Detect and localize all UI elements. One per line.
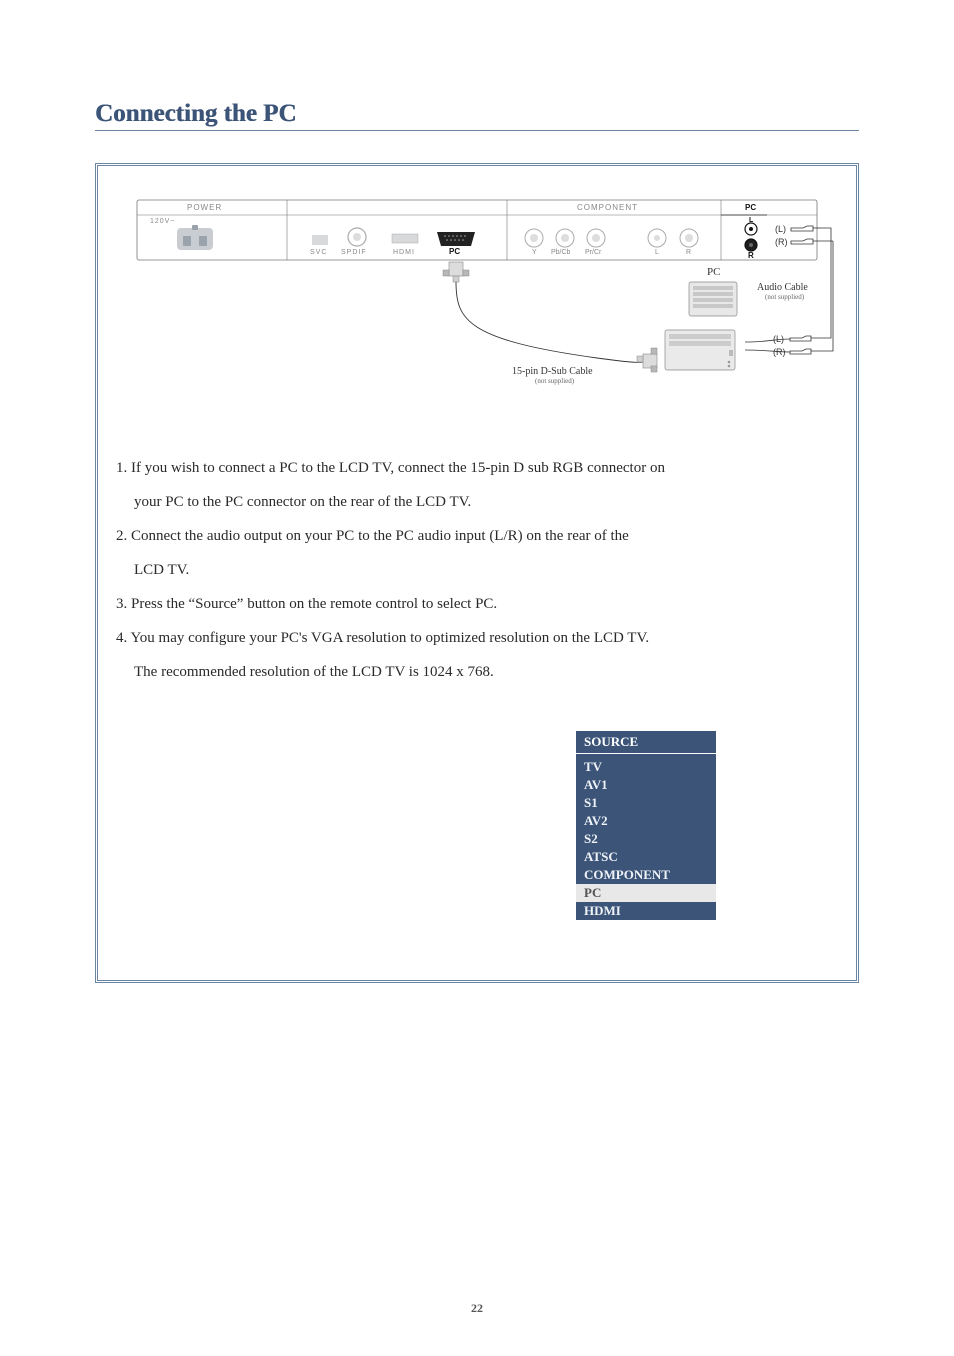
instruction-2b: LCD TV. — [116, 555, 838, 585]
instruction-4a: 4. You may configure your PC's VGA resol… — [116, 623, 838, 653]
source-item-s1: S1 — [576, 794, 716, 812]
voltage-label: 120V~ — [150, 218, 175, 225]
instructions-block: 1. If you wish to connect a PC to the LC… — [116, 453, 838, 687]
instruction-1a: 1. If you wish to connect a PC to the LC… — [116, 453, 838, 483]
instruction-2a: 2. Connect the audio output on your PC t… — [116, 521, 838, 551]
connection-diagram: POWER 120V~ SVC SPDIF HDMI PC COMPONENT … — [116, 190, 838, 420]
pc-audio-r: R — [748, 251, 754, 260]
y-label: Y — [532, 249, 537, 256]
instruction-4b: The recommended resolution of the LCD TV… — [116, 657, 838, 687]
source-menu: SOURCE TV AV1 S1 AV2 S2 ATSC COMPONENT P… — [576, 731, 716, 920]
pc-port-label: PC — [449, 247, 460, 256]
power-label: POWER — [187, 203, 222, 212]
dsub-cable-sub: (not supplied) — [535, 377, 575, 385]
source-menu-header: SOURCE — [576, 731, 716, 754]
comp-r-label: R — [686, 249, 691, 256]
content-frame: POWER 120V~ SVC SPDIF HDMI PC COMPONENT … — [95, 163, 859, 983]
spdif-label: SPDIF — [341, 249, 367, 256]
source-item-tv: TV — [576, 758, 716, 776]
svc-label: SVC — [310, 249, 327, 256]
audio-cable-label: Audio Cable — [757, 282, 808, 293]
page-number: 22 — [0, 1301, 954, 1316]
source-item-av2: AV2 — [576, 812, 716, 830]
comp-l-label: L — [655, 249, 659, 256]
dsub-cable-label: 15-pin D-Sub Cable — [512, 366, 593, 377]
source-item-av1: AV1 — [576, 776, 716, 794]
source-item-atsc: ATSC — [576, 848, 716, 866]
page-heading: Connecting the PC — [95, 100, 859, 128]
source-item-pc-selected: PC — [576, 884, 716, 902]
instruction-3: 3. Press the “Source” button on the remo… — [116, 589, 838, 619]
audio-cable-sub: (not supplied) — [765, 293, 805, 301]
instruction-1b: your PC to the PC connector on the rear … — [116, 487, 838, 517]
source-item-hdmi: HDMI — [576, 902, 716, 920]
source-item-component: COMPONENT — [576, 866, 716, 884]
pc-audio-header: PC — [745, 203, 756, 212]
jack-r-top: (R) — [775, 237, 788, 247]
source-item-s2: S2 — [576, 830, 716, 848]
pbcb-label: Pb/Cb — [551, 249, 571, 256]
jack-l-top: (L) — [775, 224, 786, 234]
hdmi-label: HDMI — [393, 249, 415, 256]
component-label: COMPONENT — [577, 203, 638, 212]
pc-callout: PC — [707, 266, 720, 278]
prcr-label: Pr/Cr — [585, 249, 602, 256]
